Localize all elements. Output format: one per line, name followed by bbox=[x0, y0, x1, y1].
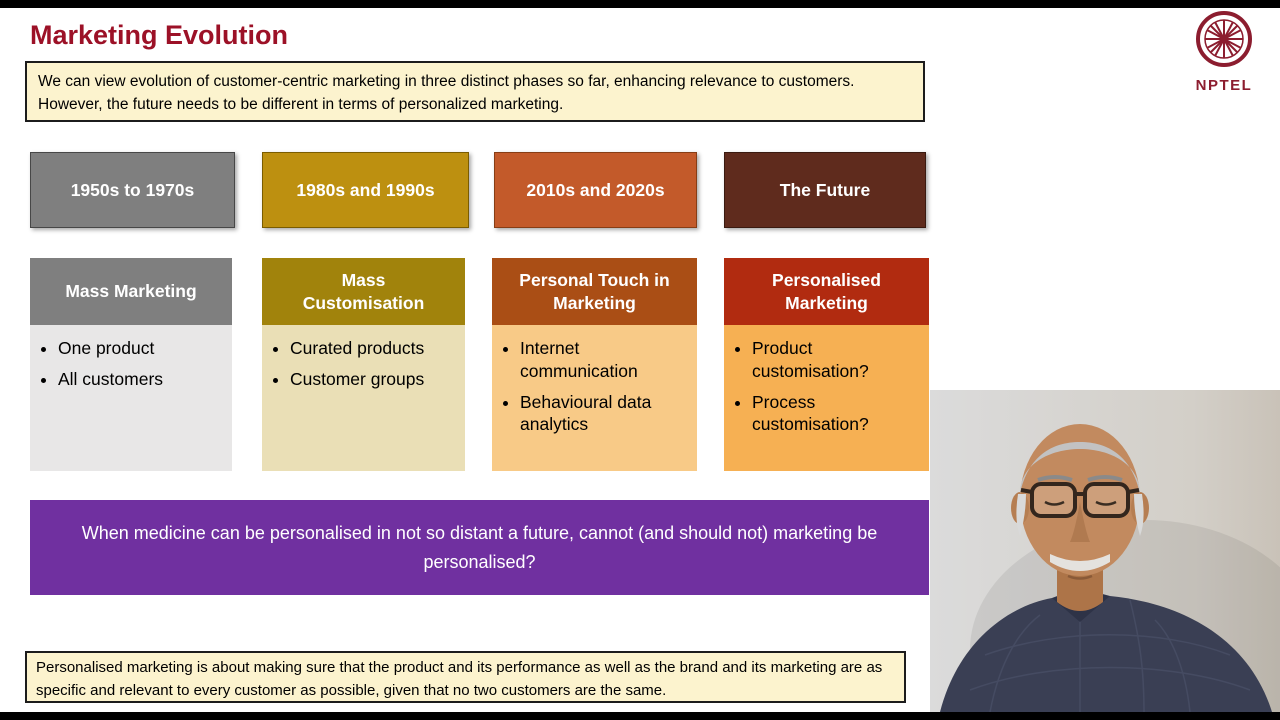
bullet-list: Product customisation? Process customisa… bbox=[724, 337, 929, 436]
bullet-item: Process customisation? bbox=[752, 391, 890, 437]
era-box-2010s-2020s: 2010s and 2020s bbox=[494, 152, 697, 228]
presenter-webcam-video bbox=[930, 390, 1280, 712]
bullet-item: Customer groups bbox=[290, 368, 428, 391]
bullet-item: One product bbox=[58, 337, 196, 360]
era-box-the-future: The Future bbox=[724, 152, 926, 228]
nptel-logo: NPTEL bbox=[1182, 8, 1266, 94]
column-header-mass-customisation: Mass Customisation bbox=[262, 258, 465, 325]
era-box-1950s-1970s: 1950s to 1970s bbox=[30, 152, 235, 228]
column-header-label: Personal Touch in Marketing bbox=[519, 269, 670, 313]
bullet-list: One product All customers bbox=[30, 337, 232, 391]
column-header-label: Mass Marketing bbox=[65, 281, 197, 302]
bullet-list: Curated products Customer groups bbox=[262, 337, 465, 391]
top-letterbox-bar bbox=[0, 0, 1280, 8]
bullet-item: Behavioural data analytics bbox=[520, 391, 658, 437]
presenter-illustration bbox=[930, 390, 1280, 712]
intro-note: We can view evolution of customer-centri… bbox=[25, 61, 925, 122]
column-header-mass-marketing: Mass Marketing bbox=[30, 258, 232, 325]
column-body-mass-marketing: One product All customers bbox=[30, 325, 232, 471]
column-header-personal-touch: Personal Touch in Marketing bbox=[492, 258, 697, 325]
column-header-label: Mass Customisation bbox=[302, 269, 425, 313]
bullet-item: All customers bbox=[58, 368, 196, 391]
column-header-personalised-marketing: Personalised Marketing bbox=[724, 258, 929, 325]
column-body-mass-customisation: Curated products Customer groups bbox=[262, 325, 465, 471]
era-box-1980s-1990s: 1980s and 1990s bbox=[262, 152, 469, 228]
bottom-letterbox-bar bbox=[0, 712, 1280, 720]
bullet-list: Internet communication Behavioural data … bbox=[492, 337, 697, 436]
column-body-personalised-marketing: Product customisation? Process customisa… bbox=[724, 325, 929, 471]
bullet-item: Product customisation? bbox=[752, 337, 890, 383]
page-title: Marketing Evolution bbox=[30, 20, 289, 50]
bottom-note: Personalised marketing is about making s… bbox=[25, 651, 906, 703]
column-body-personal-touch: Internet communication Behavioural data … bbox=[492, 325, 697, 471]
bullet-item: Curated products bbox=[290, 337, 428, 360]
nptel-logo-label: NPTEL bbox=[1195, 77, 1253, 94]
purple-question-banner: When medicine can be personalised in not… bbox=[30, 500, 929, 595]
bullet-item: Internet communication bbox=[520, 337, 658, 383]
column-header-label: Personalised Marketing bbox=[772, 269, 881, 313]
nptel-logo-icon bbox=[1196, 11, 1252, 67]
